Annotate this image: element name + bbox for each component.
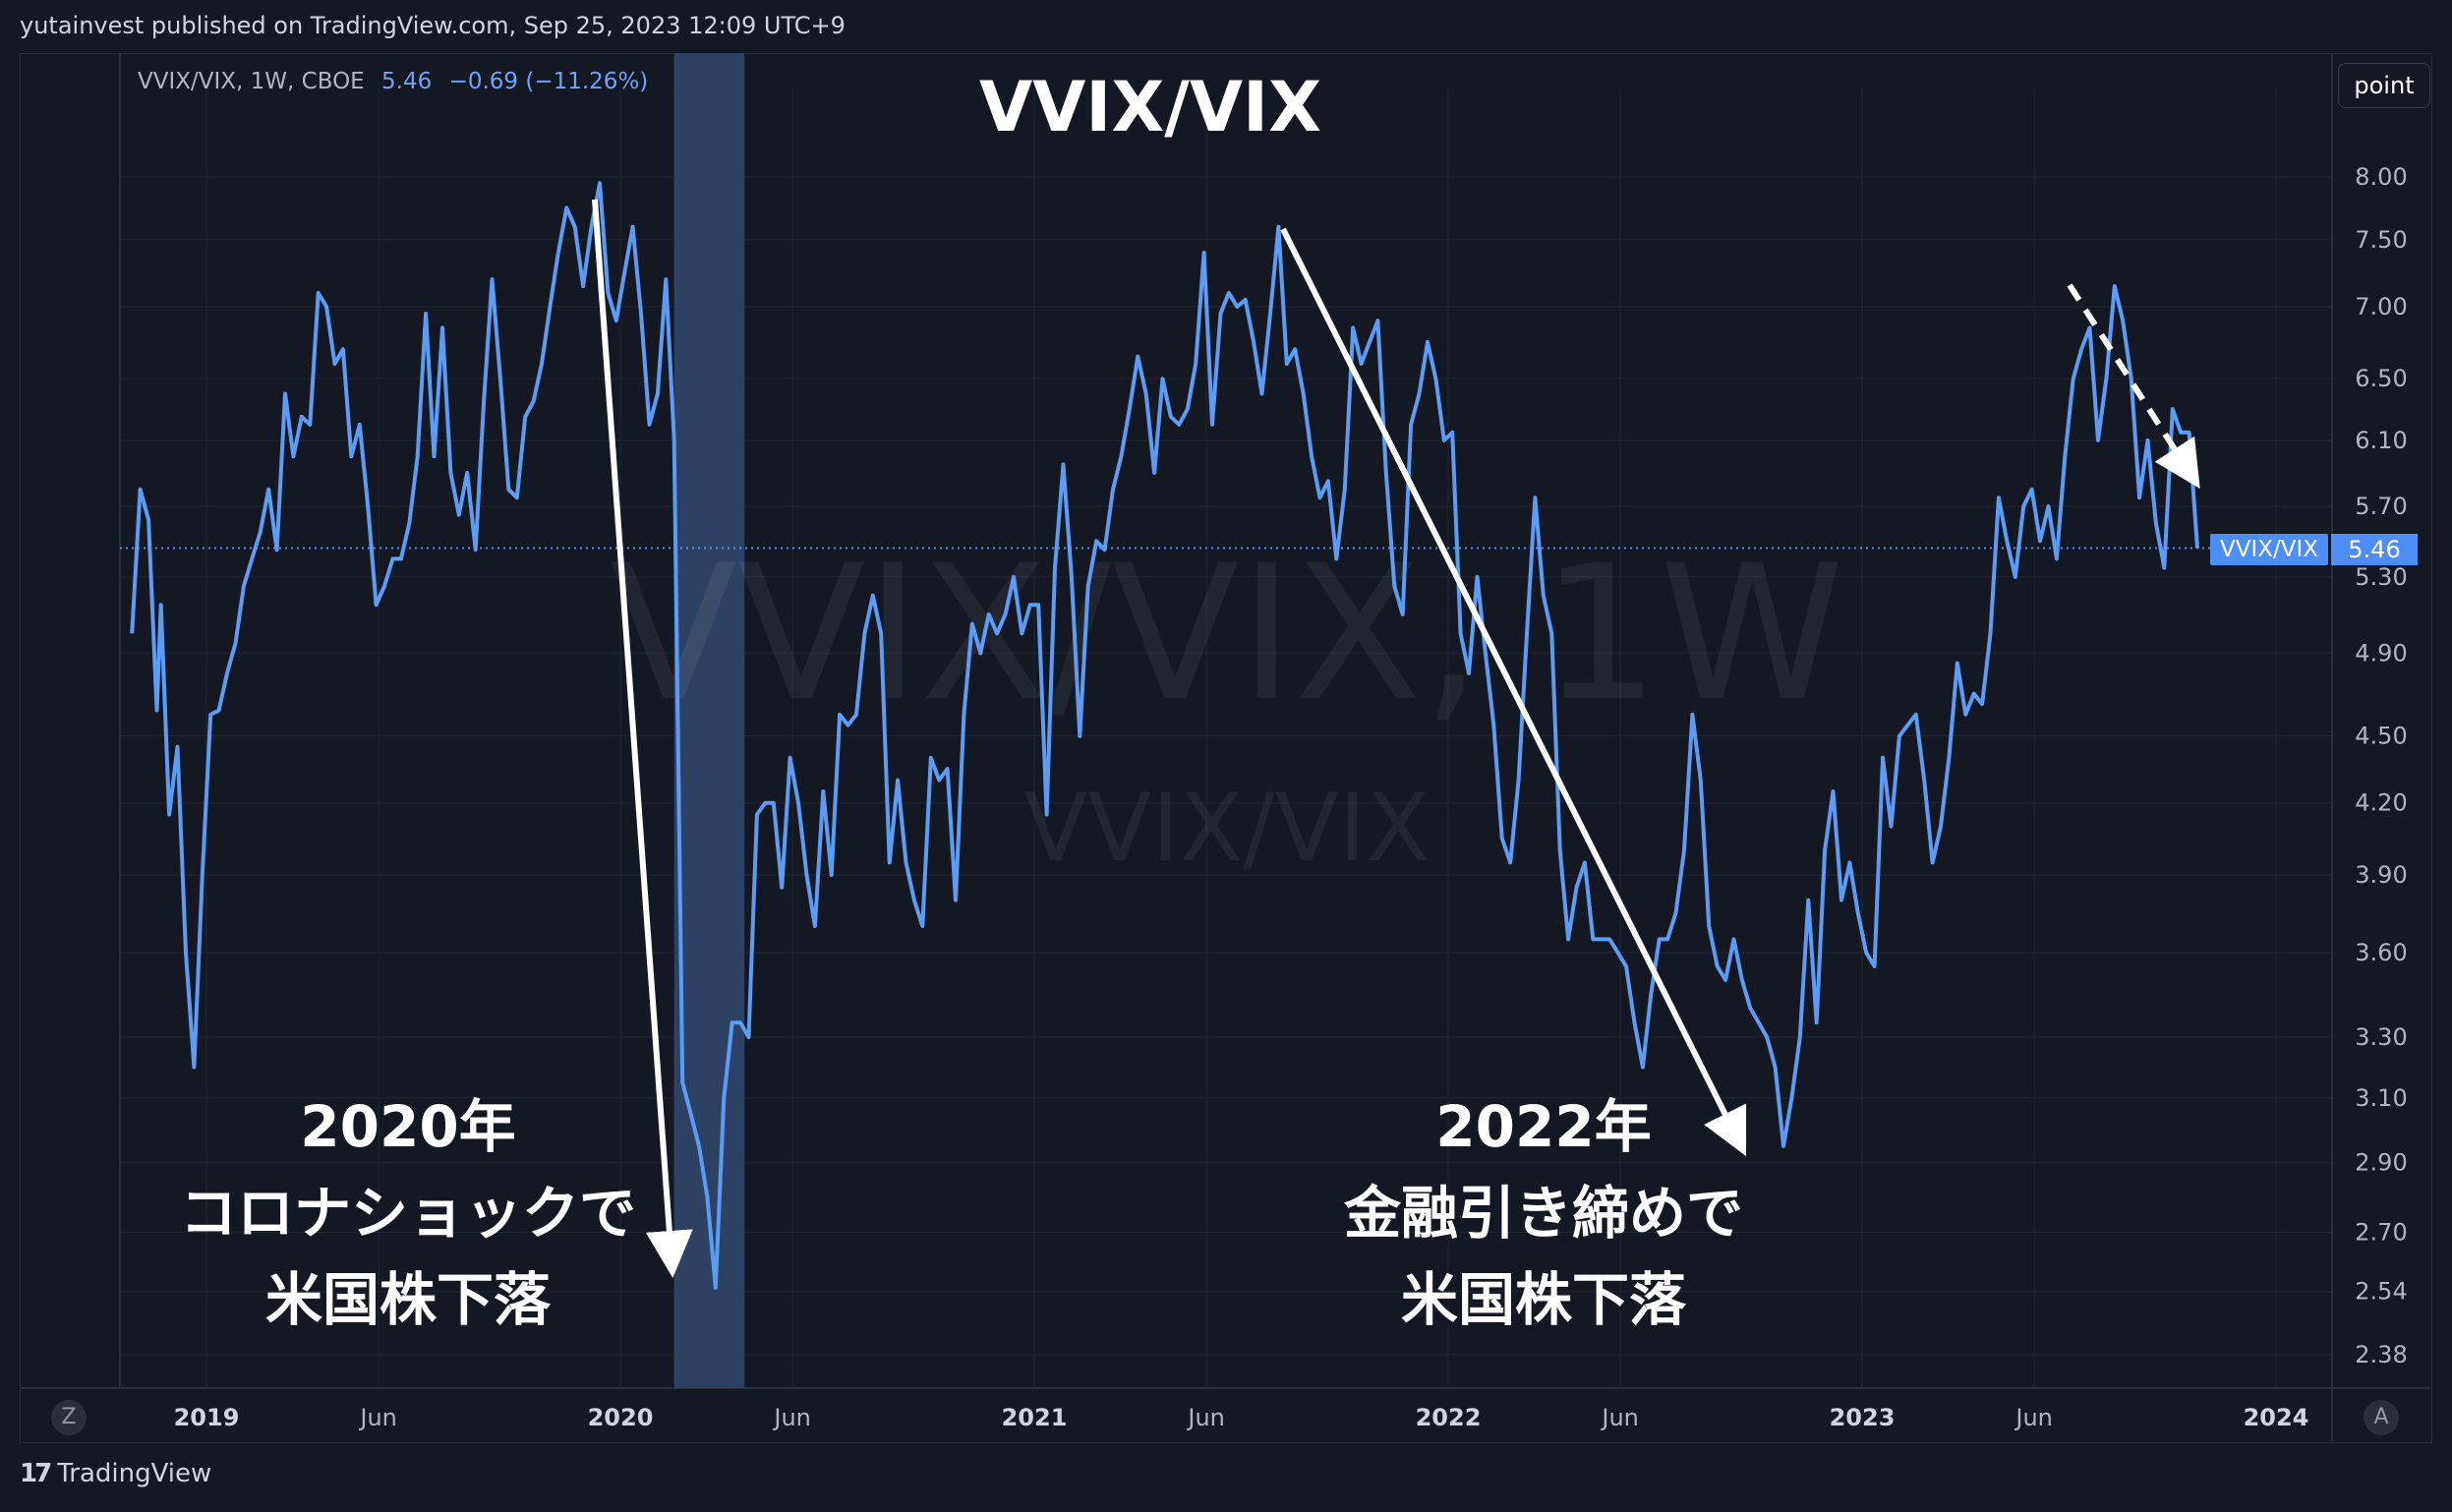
chart-title: VVIX/VIX bbox=[978, 67, 1322, 147]
trend-arrows bbox=[592, 199, 2200, 1278]
x-tick-label: Jun bbox=[1600, 1404, 1639, 1431]
arrow-2022-drop bbox=[1280, 227, 1747, 1157]
legend-symbol: VVIX/VIX, 1W, CBOE bbox=[138, 69, 365, 94]
arrow-2020-drop bbox=[592, 199, 693, 1278]
symbol-legend[interactable]: VVIX/VIX, 1W, CBOE 5.46 −0.69 (−11.26%) bbox=[138, 69, 648, 94]
annotation-2020-line2: コロナショックで bbox=[179, 1180, 636, 1247]
scale-mode-button[interactable]: point bbox=[2338, 63, 2430, 108]
y-tick-label: 5.70 bbox=[2355, 493, 2407, 520]
y-tick-label: 4.50 bbox=[2355, 723, 2407, 750]
tradingview-footer[interactable]: 17 TradingView bbox=[20, 1459, 211, 1488]
annotation-2022-line2: 金融引き締めで bbox=[1343, 1180, 1743, 1247]
arrow-2023-projected bbox=[2067, 283, 2200, 490]
annotation-2022-line3: 米国株下落 bbox=[1400, 1266, 1686, 1333]
x-tick-label: 2019 bbox=[174, 1404, 240, 1431]
y-tick-label: 7.50 bbox=[2355, 226, 2407, 254]
x-tick-label: 2024 bbox=[2244, 1404, 2309, 1431]
y-tick-label: 2.90 bbox=[2355, 1149, 2407, 1177]
annotation-2020: 2020年 コロナショックで 米国株下落 bbox=[128, 1083, 688, 1343]
legend-value: 5.46 bbox=[381, 69, 433, 94]
annotation-2022-line1: 2022年 bbox=[1435, 1093, 1652, 1160]
annotation-2022: 2022年 金融引き締めで 米国株下落 bbox=[1308, 1083, 1780, 1343]
publish-info: yutainvest published on TradingView.com,… bbox=[20, 12, 846, 39]
y-tick-label: 4.90 bbox=[2355, 639, 2407, 667]
tradingview-logo-icon: 17 bbox=[20, 1459, 52, 1488]
price-axis[interactable]: 8.00 7.50 7.00 6.50 6.10 5.70 5.30 4.90 4.50 4.20… bbox=[2355, 163, 2407, 1368]
x-tick-label: Jun bbox=[2014, 1404, 2053, 1431]
watermark-sub: VVIX/VIX bbox=[1023, 775, 1430, 883]
y-tick-label: 5.30 bbox=[2355, 563, 2407, 591]
y-tick-label: 2.54 bbox=[2355, 1278, 2407, 1306]
symbol-watermark: VVIX/VIX, 1W VVIX/VIX bbox=[610, 525, 1844, 883]
x-tick-label: Jun bbox=[358, 1404, 397, 1431]
y-tick-label: 3.90 bbox=[2355, 861, 2407, 889]
y-tick-label: 8.00 bbox=[2355, 163, 2407, 191]
covid-period-highlight bbox=[673, 53, 745, 1388]
x-tick-label: 2021 bbox=[1002, 1404, 1068, 1431]
footer-brand: TradingView bbox=[57, 1459, 212, 1488]
y-tick-label: 6.10 bbox=[2355, 427, 2407, 454]
vvix-vix-series-line bbox=[130, 181, 2199, 1290]
y-tick-label: 6.50 bbox=[2355, 365, 2407, 392]
x-tick-label: Jun bbox=[772, 1404, 811, 1431]
x-tick-label: 2022 bbox=[1416, 1404, 1482, 1431]
y-tick-label: 4.20 bbox=[2355, 789, 2407, 817]
x-tick-label: Jun bbox=[1186, 1404, 1225, 1431]
chart-pane[interactable] bbox=[20, 53, 2432, 1443]
x-tick-label: 2023 bbox=[1830, 1404, 1896, 1431]
y-tick-label: 2.70 bbox=[2355, 1218, 2407, 1246]
zoom-reset-button[interactable]: Z bbox=[51, 1400, 87, 1435]
y-tick-label: 7.00 bbox=[2355, 293, 2407, 320]
last-price-symbol-label: VVIX/VIX bbox=[2210, 534, 2329, 565]
y-tick-label: 2.38 bbox=[2355, 1341, 2407, 1368]
legend-change: −0.69 (−11.26%) bbox=[448, 69, 649, 94]
annotation-2020-line3: 米国株下落 bbox=[264, 1266, 551, 1333]
time-axis[interactable]: 2019 Jun 2020 Jun 2021 Jun 2022 Jun 2023 Jun 2024 bbox=[174, 1404, 2309, 1431]
y-tick-label: 3.60 bbox=[2355, 939, 2407, 966]
last-price-value-label: 5.46 bbox=[2330, 534, 2418, 565]
annotation-2020-line1: 2020年 bbox=[300, 1093, 516, 1160]
y-tick-label: 3.30 bbox=[2355, 1023, 2407, 1051]
x-tick-label: 2020 bbox=[588, 1404, 654, 1431]
watermark-main: VVIX/VIX, 1W bbox=[610, 525, 1844, 742]
auto-scale-button[interactable]: A bbox=[2364, 1400, 2399, 1435]
y-tick-label: 3.10 bbox=[2355, 1084, 2407, 1112]
